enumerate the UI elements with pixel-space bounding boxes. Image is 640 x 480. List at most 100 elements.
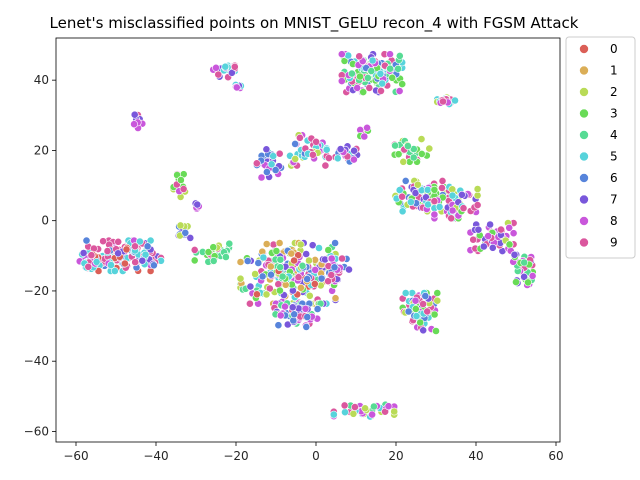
- data-point: [114, 249, 122, 258]
- data-point: [302, 250, 311, 258]
- data-point: [448, 206, 457, 215]
- legend-label: 9: [610, 236, 618, 250]
- data-point: [315, 244, 323, 252]
- data-point: [484, 232, 493, 240]
- x-tick-label: 20: [388, 449, 403, 463]
- data-point: [350, 403, 359, 411]
- data-point: [368, 410, 376, 419]
- data-point: [520, 258, 529, 267]
- data-point: [212, 63, 220, 72]
- data-point: [181, 228, 190, 237]
- data-point: [404, 307, 413, 316]
- data-point: [430, 185, 439, 194]
- data-point: [269, 152, 278, 160]
- data-point: [432, 327, 440, 335]
- data-point: [99, 237, 107, 246]
- data-point: [425, 144, 434, 153]
- data-point: [386, 50, 394, 59]
- data-point: [520, 272, 528, 281]
- data-point: [322, 145, 331, 154]
- data-point: [266, 262, 275, 271]
- data-point: [275, 286, 284, 295]
- data-point: [378, 79, 387, 88]
- data-point: [141, 250, 150, 259]
- data-point: [412, 312, 421, 320]
- data-point: [395, 186, 404, 194]
- data-point: [176, 176, 185, 184]
- data-point: [103, 247, 112, 255]
- data-point: [406, 198, 415, 206]
- data-point: [355, 52, 364, 61]
- data-point: [305, 291, 314, 300]
- data-point: [324, 277, 332, 286]
- data-point: [327, 271, 336, 279]
- data-point: [310, 279, 319, 288]
- data-point: [399, 157, 408, 166]
- data-point: [221, 253, 230, 261]
- data-point: [204, 248, 213, 256]
- data-point: [474, 225, 483, 234]
- data-point: [252, 290, 261, 299]
- data-point: [401, 289, 410, 297]
- data-point: [509, 229, 518, 238]
- data-point: [367, 67, 376, 75]
- y-tick-label: 0: [41, 214, 49, 228]
- data-point: [295, 133, 304, 142]
- data-point: [278, 272, 287, 281]
- data-point: [262, 240, 271, 248]
- data-point: [221, 62, 230, 71]
- data-point: [298, 261, 307, 270]
- data-point: [361, 404, 369, 413]
- legend-label: 5: [610, 150, 618, 164]
- legend-label: 1: [610, 64, 618, 78]
- data-point: [190, 245, 199, 254]
- x-tick-label: −60: [63, 449, 88, 463]
- data-point: [193, 200, 202, 209]
- data-point: [209, 243, 218, 252]
- data-point: [114, 237, 123, 246]
- data-point: [356, 72, 364, 81]
- data-point: [243, 257, 252, 265]
- y-tick-label: −60: [24, 424, 49, 438]
- data-point: [143, 242, 152, 251]
- data-point: [84, 262, 93, 271]
- data-point: [336, 145, 345, 153]
- data-point: [324, 246, 333, 254]
- plot-frame: [55, 37, 561, 443]
- data-point: [110, 267, 119, 275]
- data-point: [419, 300, 427, 308]
- data-point: [265, 284, 274, 293]
- data-point: [321, 161, 330, 170]
- data-point: [430, 210, 439, 219]
- data-point: [340, 401, 349, 410]
- data-point: [337, 77, 346, 85]
- data-point: [430, 310, 439, 319]
- data-point: [302, 322, 311, 331]
- legend-label: 4: [610, 128, 618, 142]
- data-point: [290, 310, 299, 319]
- y-tick-label: −20: [24, 284, 49, 298]
- data-point: [347, 69, 356, 78]
- data-point: [459, 204, 468, 213]
- data-point: [294, 273, 303, 282]
- data-point: [411, 296, 420, 305]
- data-point: [447, 214, 456, 223]
- data-point: [262, 168, 271, 176]
- data-point: [290, 256, 298, 265]
- data-point: [512, 278, 520, 286]
- data-point: [416, 318, 425, 327]
- data-point: [433, 289, 442, 297]
- data-point: [130, 120, 138, 129]
- data-point: [457, 190, 466, 199]
- legend-label: 6: [610, 171, 618, 185]
- data-point: [423, 307, 432, 316]
- data-point: [359, 88, 368, 96]
- data-point: [130, 110, 139, 119]
- data-point: [486, 220, 494, 229]
- data-point: [411, 304, 420, 313]
- data-point: [230, 62, 239, 71]
- data-point: [308, 150, 317, 159]
- data-point: [510, 250, 519, 259]
- data-point: [497, 225, 505, 234]
- data-point: [107, 261, 115, 269]
